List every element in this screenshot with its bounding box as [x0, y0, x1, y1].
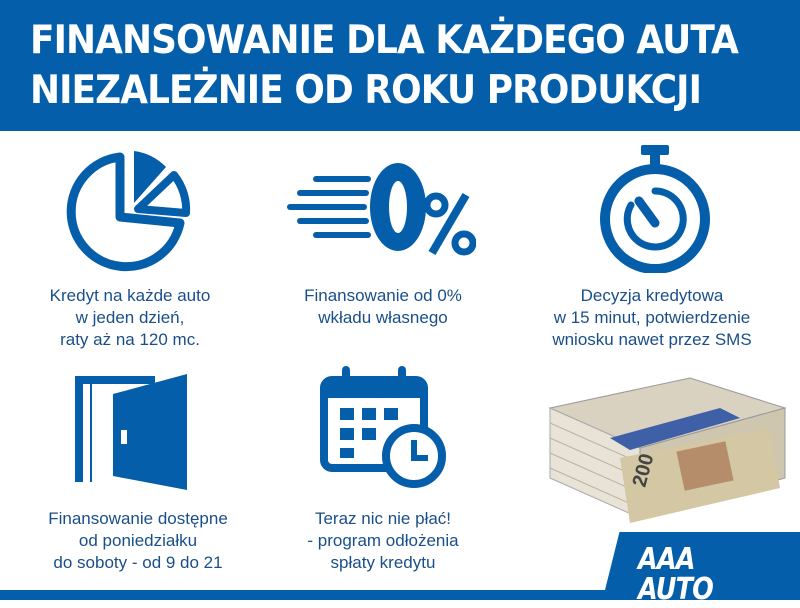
- feature-text: Finansowanie od 0%: [304, 286, 462, 305]
- feature-quick-decision: Decyzja kredytowa w 15 minut, potwierdze…: [522, 285, 782, 351]
- feature-credit-any-car: Kredyt na każde auto w jeden dzień, raty…: [0, 285, 260, 351]
- feature-text: wkładu własnego: [318, 308, 448, 327]
- pie-chart-icon: [66, 151, 191, 272]
- feature-text: w jeden dzień,: [75, 308, 185, 327]
- feature-text: - program odłożenia: [307, 531, 459, 550]
- feature-text: w 15 minut, potwierdzenie: [553, 308, 751, 327]
- open-door-icon: [75, 374, 187, 490]
- feature-text: raty aż na 120 mc.: [60, 330, 200, 349]
- feature-text: Kredyt na każde auto: [49, 286, 211, 305]
- bottom-bar: [0, 590, 800, 600]
- feature-text: do soboty - od 9 do 21: [53, 553, 223, 572]
- headline-line-2: NIEZALEŻNIE OD ROKU PRODUKCJI: [30, 68, 702, 113]
- calendar-clock-icon: [320, 366, 446, 488]
- feature-deferred-payment: Teraz nic nie płać! - program odłożenia …: [253, 508, 513, 574]
- feature-text: Decyzja kredytowa: [580, 286, 724, 305]
- money-stack-icon: 200: [548, 377, 787, 523]
- header-banner: FINANSOWANIE DLA KAŻDEGO AUTA NIEZALEŻNI…: [0, 0, 800, 131]
- headline-line-1: FINANSOWANIE DLA KAŻDEGO AUTA: [30, 18, 739, 63]
- feature-text: Finansowanie dostępne: [48, 509, 228, 528]
- aaa-auto-logo: AAA AUTO: [638, 545, 776, 608]
- feature-text: spłaty kredytu: [330, 553, 436, 572]
- feature-text: od poniedziałku: [78, 531, 198, 550]
- feature-opening-hours: Finansowanie dostępne od poniedziałku do…: [8, 508, 268, 574]
- feature-text: wniosku nawet przez SMS: [552, 330, 752, 349]
- feature-zero-down: Finansowanie od 0% wkładu własnego: [253, 285, 513, 329]
- stopwatch-icon: [600, 145, 710, 273]
- zero-percent-icon: [287, 163, 476, 256]
- feature-text: Teraz nic nie płać!: [314, 509, 452, 528]
